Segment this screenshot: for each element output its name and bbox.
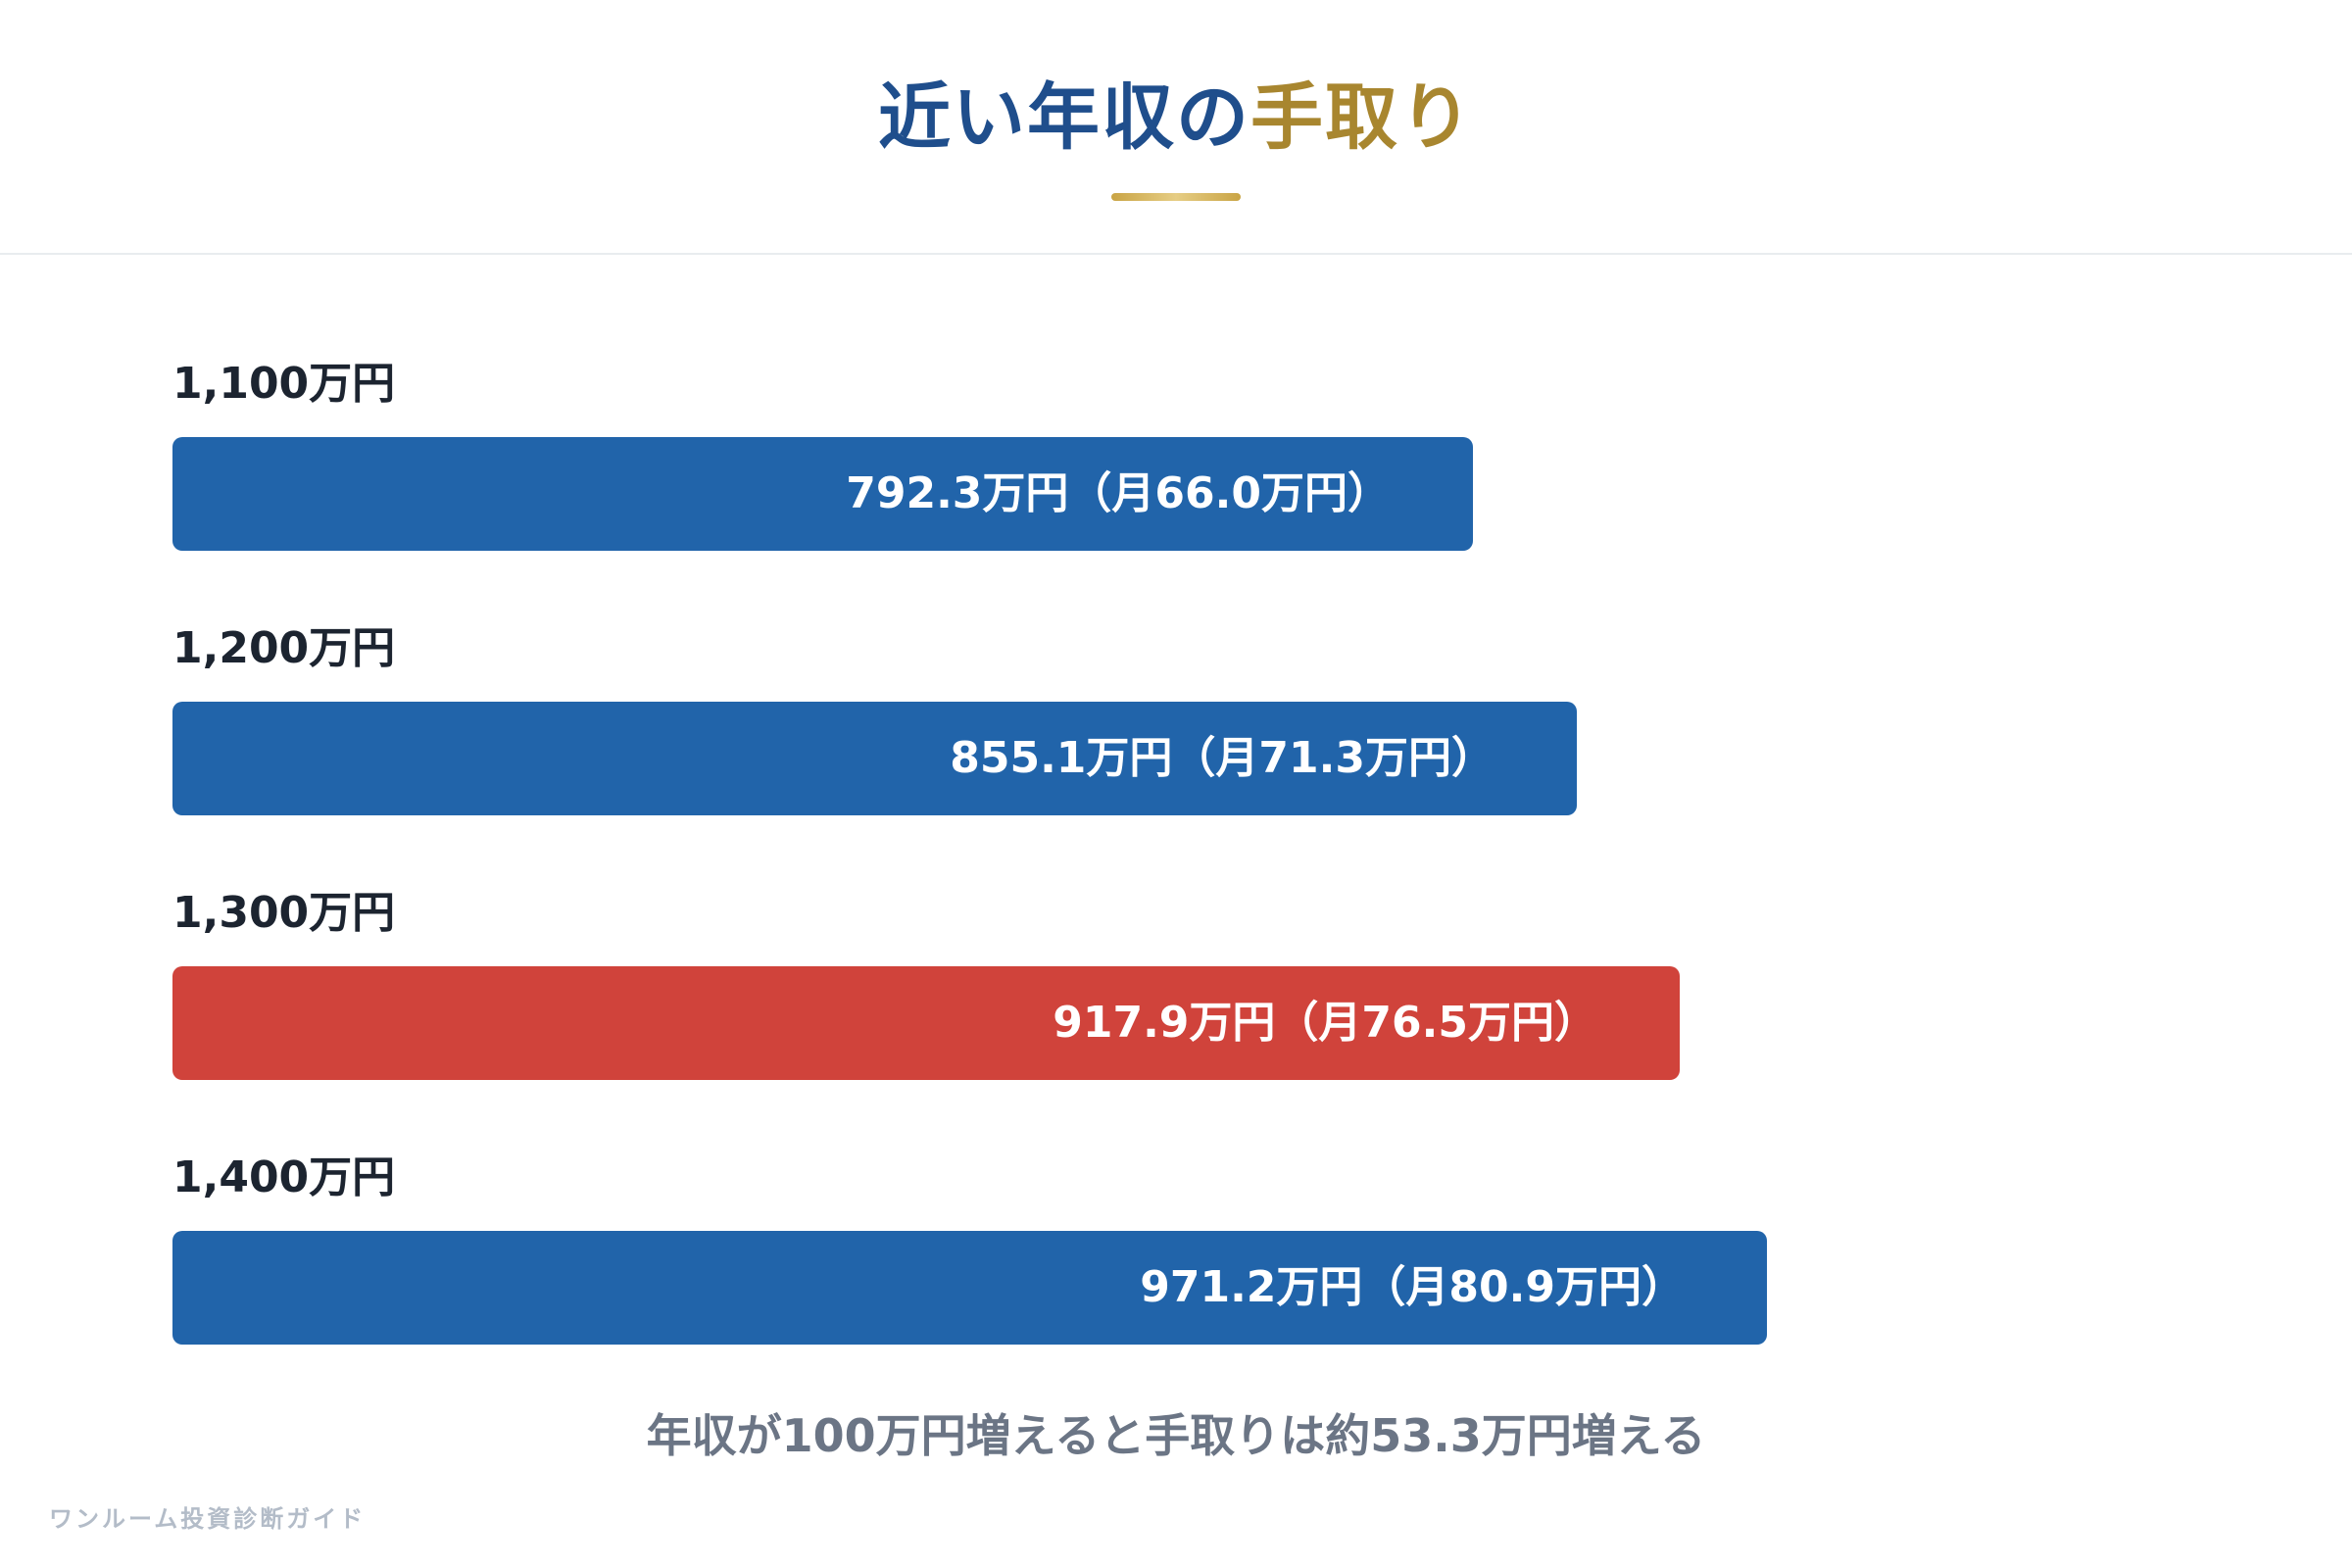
bar-value-label: 971.2万円（月80.9万円） [1140, 1262, 1685, 1312]
category-label: 1,400万円 [172, 1152, 396, 1202]
category-label: 1,300万円 [172, 888, 396, 938]
category-label: 1,100万円 [172, 359, 396, 409]
title-part-2: 手取り [1250, 75, 1474, 160]
highlighted-bar: 917.9万円（月76.5万円） [172, 966, 1680, 1080]
bar-value-label: 855.1万円（月71.3万円） [950, 733, 1494, 783]
bar: 971.2万円（月80.9万円） [172, 1231, 1767, 1345]
chart-summary: 年収が100万円増えると手取りは約53.3万円増える [646, 1409, 1706, 1462]
header: 近い年収の手取り [0, 0, 2352, 255]
title-part-1: 近い年収の [878, 75, 1250, 160]
page-title: 近い年収の手取り [0, 69, 2352, 167]
title-underline [1111, 193, 1241, 201]
category-label: 1,200万円 [172, 623, 396, 673]
site-watermark: ワンルーム投資診断ガイド [49, 1505, 367, 1533]
bar-value-label: 792.3万円（月66.0万円） [846, 468, 1391, 518]
bar: 855.1万円（月71.3万円） [172, 702, 1577, 815]
bar-value-label: 917.9万円（月76.5万円） [1053, 998, 1597, 1048]
bar: 792.3万円（月66.0万円） [172, 437, 1473, 551]
